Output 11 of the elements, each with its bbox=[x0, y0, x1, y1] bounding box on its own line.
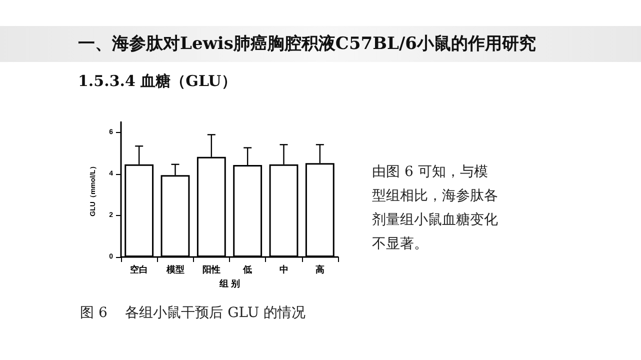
x-tick-label: 中 bbox=[279, 264, 288, 274]
caption: 图 6 各组小鼠干预后 GLU 的情况 bbox=[80, 304, 306, 322]
x-tick-label: 低 bbox=[242, 264, 252, 274]
x-axis-title: 组 别 bbox=[218, 278, 240, 288]
chart-subtitle: 1.5.3.4 血糖（GLU） bbox=[78, 72, 236, 91]
x-tick-label: 空白 bbox=[130, 264, 148, 274]
x-tick-label: 高 bbox=[315, 264, 324, 274]
x-tick-label: 阳性 bbox=[202, 264, 220, 274]
text: 由图 6 可知，与模型组相比，海参肽各剂量组小鼠血糖变化不显著。 bbox=[372, 163, 499, 254]
chart-title: 一、海参肽对Lewis肺癌胸腔积液C57BL/6小鼠的作用研究 bbox=[78, 33, 536, 55]
x-tick-label: 模型 bbox=[165, 264, 184, 274]
